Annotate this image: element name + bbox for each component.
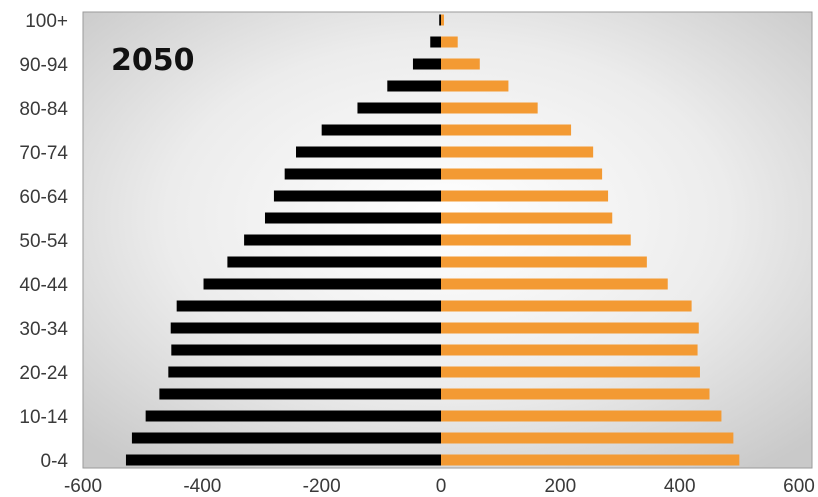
- bar-right-50-54: [441, 234, 631, 246]
- x-tick-label: 600: [783, 476, 815, 497]
- y-tick-label: 20-24: [19, 363, 68, 384]
- y-tick-label: 100+: [25, 11, 68, 32]
- bar-right-90-94: [441, 58, 480, 70]
- bar-left-75-79: [321, 124, 441, 136]
- y-tick-label: 0-4: [41, 451, 69, 472]
- bar-left-45-49: [227, 256, 441, 268]
- y-tick-label: 50-54: [19, 231, 68, 252]
- bar-left-30-34: [170, 322, 441, 334]
- right-series-bars: [441, 14, 740, 466]
- bar-left-90-94: [412, 58, 441, 70]
- bar-left-20-24: [168, 366, 441, 378]
- x-tick-label: -600: [64, 476, 102, 497]
- bar-right-10-14: [441, 410, 722, 422]
- bar-right-80-84: [441, 102, 538, 114]
- bar-left-15-19: [159, 388, 441, 400]
- bar-right-40-44: [441, 278, 668, 290]
- bar-left-60-64: [273, 190, 441, 202]
- y-tick-label: 60-64: [19, 187, 68, 208]
- bar-right-25-29: [441, 344, 698, 356]
- bar-left-10-14: [145, 410, 441, 422]
- y-axis-tick-labels: 100+ 90-94 80-84 70-74 60-64 50-54 40-44 30-34 2…: [19, 11, 68, 472]
- bar-left-55-59: [264, 212, 441, 224]
- y-tick-label: 30-34: [19, 319, 68, 340]
- x-axis-tick-labels: -600 -400 -200 0 200 400 600: [64, 476, 815, 497]
- bar-left-85-89: [387, 80, 441, 92]
- bar-right-35-39: [441, 300, 692, 312]
- bar-right-85-89: [441, 80, 509, 92]
- x-tick-label: -200: [303, 476, 341, 497]
- y-tick-label: 90-94: [19, 55, 68, 76]
- x-tick-label: 400: [664, 476, 696, 497]
- bar-right-60-64: [441, 190, 609, 202]
- y-tick-label: 10-14: [19, 407, 68, 428]
- x-tick-label: 0: [436, 476, 447, 497]
- bar-left-25-29: [171, 344, 441, 356]
- bar-left-65-69: [284, 168, 441, 180]
- bar-left-35-39: [176, 300, 441, 312]
- bar-right-5-9: [441, 432, 734, 444]
- bar-left-95-99: [430, 36, 441, 48]
- bar-left-100+: [439, 14, 441, 26]
- bar-right-100+: [441, 14, 444, 26]
- y-tick-label: 70-74: [19, 143, 68, 164]
- chart-title: 2050: [111, 43, 195, 78]
- x-tick-label: 200: [544, 476, 576, 497]
- bar-left-80-84: [357, 102, 441, 114]
- bar-right-15-19: [441, 388, 710, 400]
- bar-right-65-69: [441, 168, 603, 180]
- y-tick-label: 80-84: [19, 99, 68, 120]
- left-series-bars: [125, 14, 442, 466]
- x-tick-label: -400: [183, 476, 221, 497]
- bar-right-20-24: [441, 366, 700, 378]
- bar-right-75-79: [441, 124, 572, 136]
- bar-left-0-4: [125, 454, 442, 466]
- bar-right-70-74: [441, 146, 594, 158]
- bar-left-50-54: [244, 234, 441, 246]
- bar-left-70-74: [296, 146, 441, 158]
- bar-left-5-9: [131, 432, 441, 444]
- bar-left-40-44: [203, 278, 441, 290]
- bar-right-45-49: [441, 256, 647, 268]
- bar-right-30-34: [441, 322, 699, 334]
- bar-right-95-99: [441, 36, 458, 48]
- bar-right-0-4: [441, 454, 740, 466]
- y-tick-label: 40-44: [19, 275, 68, 296]
- bar-right-55-59: [441, 212, 613, 224]
